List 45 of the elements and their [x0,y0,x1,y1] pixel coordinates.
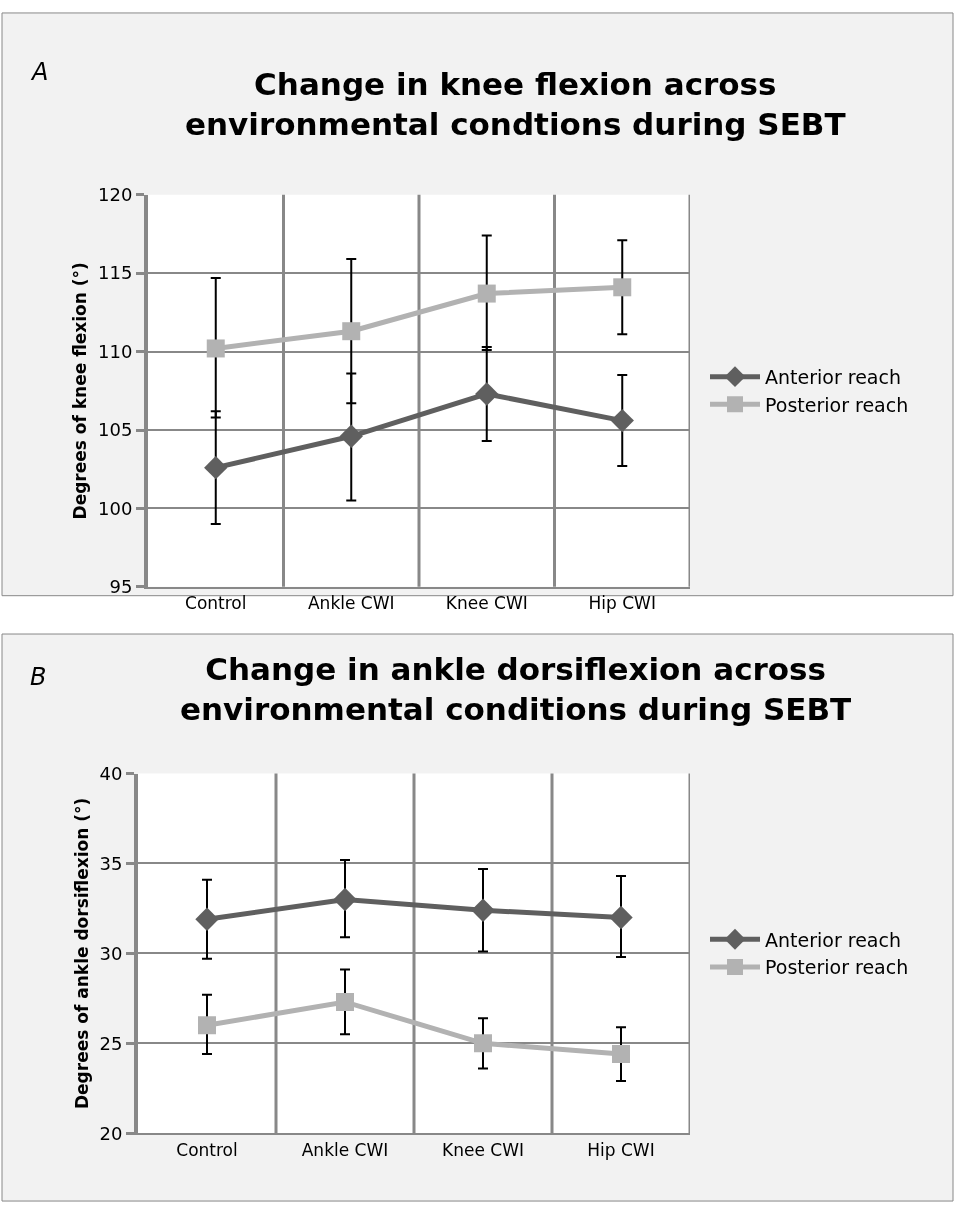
text: B [30,663,47,691]
legend-label: Posterior reach [765,393,909,416]
point [477,284,496,303]
y-tick-label: 100 [98,497,133,519]
y-tick-label: 115 [98,262,133,284]
y-tick-label: 20 [99,1122,123,1144]
point [610,408,634,433]
y-tick-label: 25 [99,1032,123,1054]
point [195,907,219,931]
y-tick-label: 110 [98,340,133,362]
point [333,887,357,912]
y-tick-label: 120 [98,184,133,206]
x-tick-label: Ankle CWI [301,1139,389,1160]
x-tick-label: Control [176,1139,238,1160]
point [204,455,228,480]
chart-title: Change in knee flexion across environmental condtions during SEBT [185,66,846,143]
chart-title: Change in ankle dorsiflexion across environmental conditions during SEBT [180,651,852,728]
text: A [30,58,49,86]
x-tick-label: Hip CWI [588,593,656,614]
point [198,1016,216,1035]
y-tick-label: 40 [99,762,123,784]
legend-label: Anterior reach [765,928,901,951]
legend-label: Anterior reach [765,366,901,389]
y-tick-label: 95 [109,576,133,598]
point [474,1034,492,1053]
y-tick-label: 105 [98,419,133,441]
x-tick-label: Hip CWI [587,1139,655,1160]
point [475,382,499,406]
x-tick-label: Ankle CWI [307,593,395,614]
x-tick-label: Knee CWI [442,1139,524,1160]
y-axis-title: Degrees of knee flexion (°) [70,262,91,520]
y-axis-title: Degrees of ankle dorsiflexion (°) [71,797,92,1110]
point [612,1045,630,1064]
x-tick-label: Knee CWI [445,593,528,614]
point [471,898,495,922]
y-tick-label: 35 [99,852,123,874]
point [342,322,361,341]
point [613,278,632,297]
point [609,905,633,930]
legend-label: Posterior reach [765,956,909,979]
y-tick-label: 30 [99,942,123,964]
point [339,424,363,448]
point [336,992,354,1011]
point [206,339,225,358]
x-tick-label: Control [185,593,247,614]
